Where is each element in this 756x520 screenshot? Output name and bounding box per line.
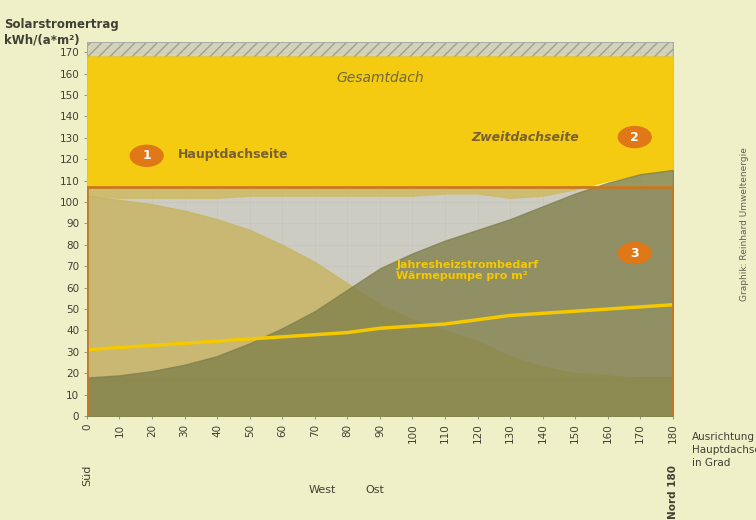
Text: Nord 180: Nord 180 [668, 465, 678, 518]
Circle shape [618, 243, 651, 264]
Circle shape [130, 145, 163, 166]
Text: Ausrichtung: Ausrichtung [692, 432, 754, 441]
Text: Ost: Ost [365, 485, 384, 495]
Text: 2: 2 [631, 131, 639, 144]
Text: Jahresheizstrombedarf
Wärmepumpe pro m²: Jahresheizstrombedarf Wärmepumpe pro m² [396, 260, 538, 281]
Text: 3: 3 [631, 246, 639, 259]
Text: in Grad: in Grad [692, 458, 730, 467]
Text: Solarstromertrag: Solarstromertrag [4, 18, 119, 31]
Bar [87, 378, 673, 416]
Circle shape [618, 126, 651, 148]
Text: Zweitdachseite: Zweitdachseite [471, 132, 579, 145]
Bar [87, 187, 673, 416]
Text: Süd: Süd [82, 465, 92, 486]
Text: Hauptdachseite: Hauptdachseite [692, 445, 756, 454]
Text: West: West [308, 485, 336, 495]
Text: Gesamtdach: Gesamtdach [336, 71, 423, 85]
Text: kWh/(a*m²): kWh/(a*m²) [4, 34, 79, 47]
Text: Graphik: Reinhard Umweltenergie: Graphik: Reinhard Umweltenergie [740, 147, 749, 301]
Text: Hauptdachseite: Hauptdachseite [178, 149, 289, 162]
Bar [87, 187, 673, 416]
Text: 1: 1 [142, 149, 151, 162]
